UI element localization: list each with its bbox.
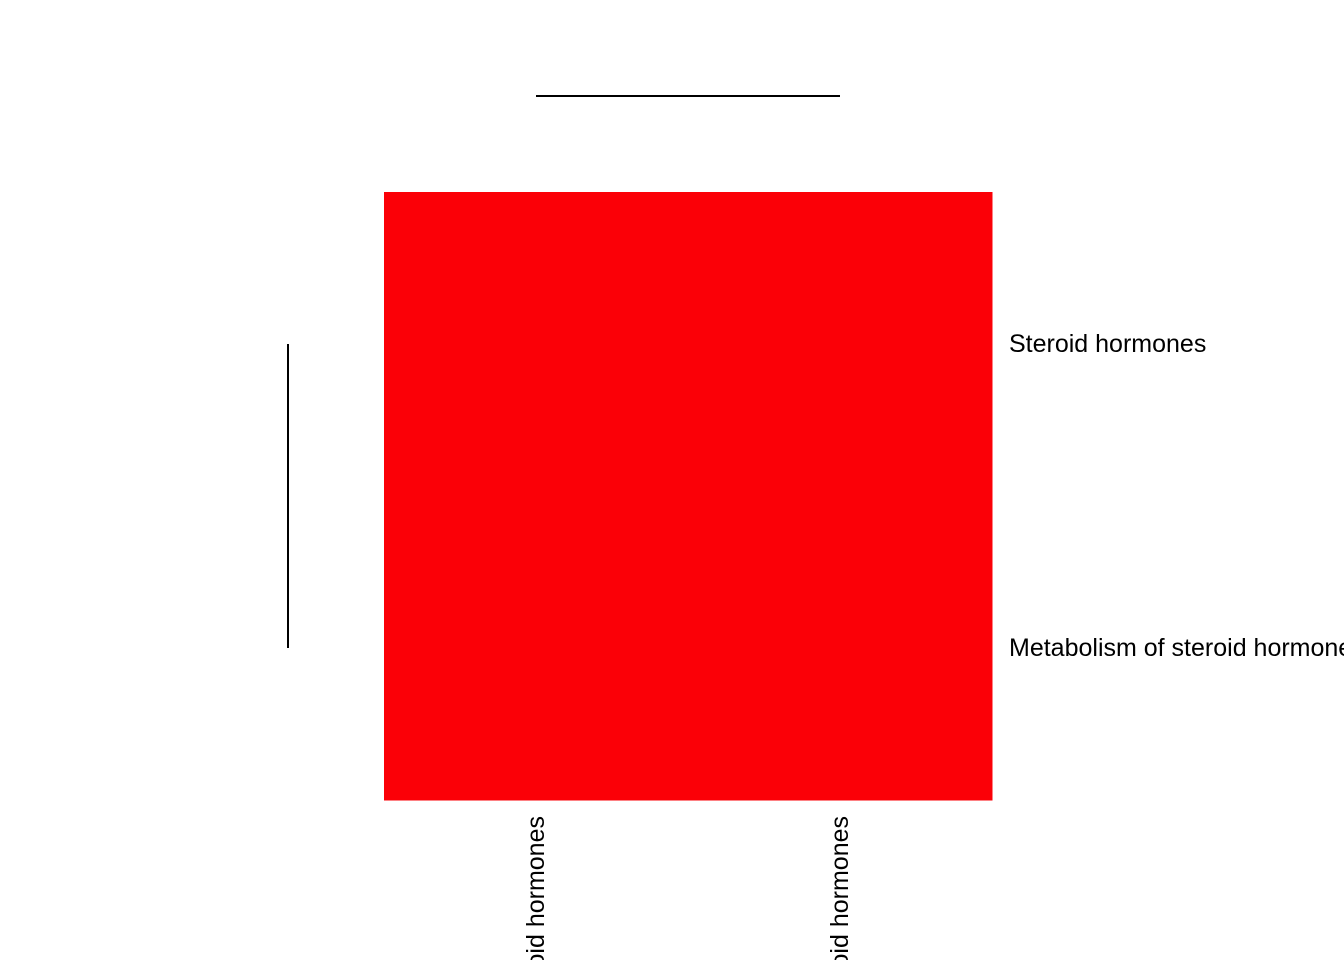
heatmap-cell (384, 496, 689, 801)
heatmap-cell (384, 192, 689, 497)
column-label: Steroid hormones (826, 816, 854, 960)
heatmap-cells (384, 192, 993, 801)
row-labels: Steroid hormones Metabolism of steroid ho… (1009, 330, 1344, 662)
column-label: Metabolism of steroid hormones (522, 816, 550, 960)
heatmap-cell (688, 496, 993, 801)
row-label: Steroid hormones (1009, 330, 1206, 358)
row-label: Metabolism of steroid hormones (1009, 634, 1344, 662)
heatmap-cell (688, 192, 993, 497)
dendrogram-layer (287, 95, 840, 648)
column-labels: Metabolism of steroid hormones Steroid ho… (522, 816, 854, 960)
